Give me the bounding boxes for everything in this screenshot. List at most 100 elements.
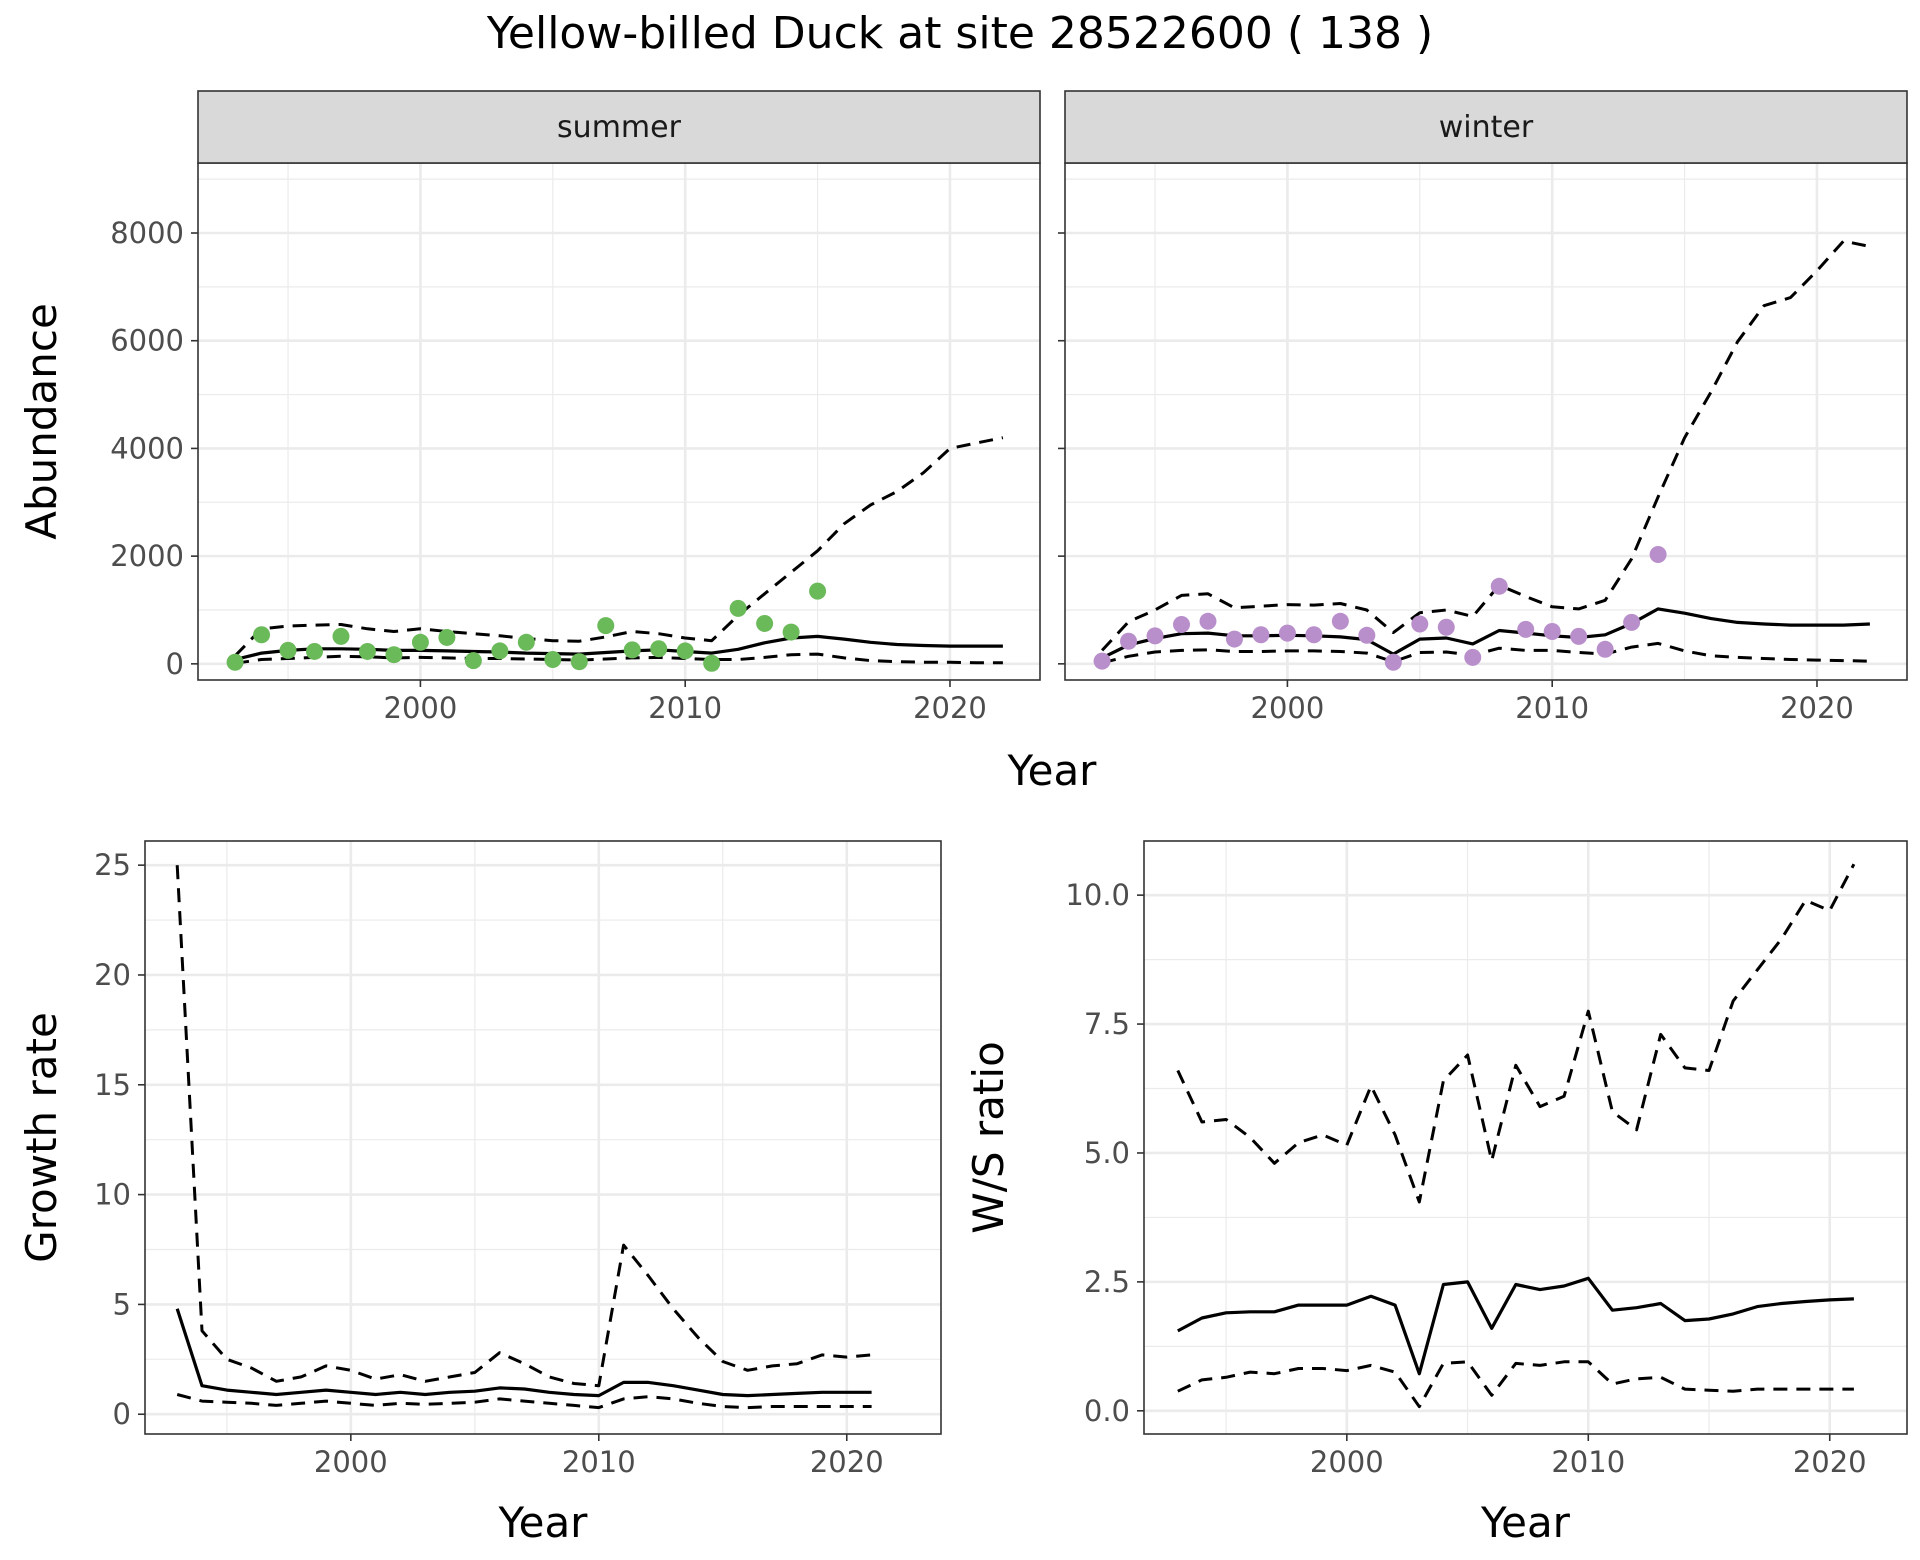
ratio-y-tick-label: 10.0 [1065, 878, 1130, 912]
ratio-y-tick-label: 5.0 [1084, 1136, 1130, 1170]
winter-observed-point [1278, 624, 1296, 642]
winter-observed-point [1331, 612, 1349, 630]
winter-x-tick-label: 2020 [1780, 691, 1854, 725]
winter-x-tick-label: 2000 [1251, 691, 1325, 725]
ratio-lower-line [1177, 1360, 1854, 1409]
winter-observed-point [1146, 627, 1164, 645]
ratio-y-tick-label: 2.5 [1084, 1265, 1130, 1299]
winter-x-tick-label: 2010 [1515, 691, 1589, 725]
winter-observed-point [1437, 618, 1455, 636]
ratio-x-tick-label: 2000 [1310, 1445, 1384, 1479]
ratio-x-tick-label: 2010 [1551, 1445, 1625, 1479]
summer-observed-point [809, 582, 827, 600]
summer-observed-point [650, 640, 668, 658]
summer-y-tick-label: 4000 [110, 431, 184, 465]
winter-lower-line [1101, 641, 1870, 665]
growth-x-tick-label: 2020 [810, 1445, 884, 1479]
summer-panel-bg [198, 163, 1040, 680]
summer-y-tick-label: 8000 [110, 216, 184, 250]
summer-y-tick-label: 2000 [110, 539, 184, 573]
winter-observed-point [1252, 626, 1270, 644]
ratio-y-axis-title: W/S ratio [964, 1041, 1013, 1234]
summer-observed-point [517, 633, 535, 651]
ratio-upper-line [1176, 863, 1856, 1204]
summer-observed-point [464, 652, 482, 670]
summer-observed-point [623, 641, 641, 659]
summer-observed-point [703, 654, 721, 672]
winter-strip-label: winter [1439, 110, 1534, 145]
winter-observed-point [1173, 616, 1191, 634]
summer-observed-point [729, 599, 747, 617]
abundance-x-axis-title: Year [1007, 746, 1098, 795]
ratio-y-tick-label: 7.5 [1084, 1007, 1130, 1041]
summer-observed-point [570, 653, 588, 671]
ratio-panel-border [1143, 840, 1908, 1435]
winter-observed-point [1490, 577, 1508, 595]
summer-y-tick-label: 6000 [110, 324, 184, 358]
summer-y-tick-label: 0 [166, 647, 184, 681]
growth-y-tick-label: 25 [94, 848, 131, 882]
growth-y-axis-title: Growth rate [17, 1012, 66, 1263]
winter-strip [1064, 90, 1908, 164]
ratio-estimate-line [1177, 1276, 1854, 1376]
abundance-y-axis-title: Abundance [17, 303, 66, 540]
summer-strip [197, 90, 1041, 164]
summer-upper-line [234, 436, 1004, 657]
growth-x-axis-title: Year [498, 1498, 589, 1547]
summer-observed-point [385, 646, 403, 664]
winter-observed-point [1093, 652, 1111, 670]
growth-lower-line [176, 1393, 872, 1410]
winter-observed-point [1543, 623, 1561, 641]
summer-observed-point [306, 642, 324, 660]
growth-y-tick-label: 5 [113, 1287, 131, 1321]
winter-observed-point [1464, 648, 1482, 666]
winter-observed-point [1596, 640, 1614, 658]
summer-observed-point [676, 642, 694, 660]
winter-panel-bg [1065, 163, 1907, 680]
summer-observed-point [411, 633, 429, 651]
winter-observed-point [1517, 620, 1535, 638]
summer-x-tick-label: 2020 [913, 691, 987, 725]
summer-strip-label: summer [557, 110, 682, 145]
summer-x-tick-label: 2000 [384, 691, 458, 725]
summer-observed-point [782, 623, 800, 641]
ratio-x-tick-label: 2020 [1793, 1445, 1867, 1479]
growth-x-tick-label: 2010 [562, 1445, 636, 1479]
summer-observed-point [544, 651, 562, 669]
ratio-x-axis-title: Year [1480, 1498, 1571, 1547]
winter-observed-point [1305, 626, 1323, 644]
ratio-y-tick-label: 0.0 [1084, 1394, 1130, 1428]
growth-y-tick-label: 20 [94, 958, 131, 992]
summer-observed-point [332, 627, 350, 645]
growth-panel-border [144, 840, 942, 1435]
summer-observed-point [358, 642, 376, 660]
growth-y-tick-label: 15 [94, 1068, 131, 1102]
summer-observed-point [253, 626, 271, 644]
winter-observed-point [1199, 612, 1217, 630]
summer-observed-point [756, 614, 774, 632]
summer-observed-point [279, 641, 297, 659]
growth-upper-line [175, 865, 872, 1388]
winter-observed-point [1384, 653, 1402, 671]
growth-y-tick-label: 0 [113, 1397, 131, 1431]
figure-title: Yellow-billed Duck at site 28522600 ( 13… [486, 8, 1433, 59]
summer-observed-point [438, 628, 456, 646]
winter-observed-point [1411, 615, 1429, 633]
growth-estimate-line [175, 1308, 872, 1398]
summer-observed-point [226, 653, 244, 671]
summer-observed-point [597, 617, 615, 635]
growth-y-tick-label: 10 [94, 1178, 131, 1212]
growth-x-tick-label: 2000 [314, 1445, 388, 1479]
winter-observed-point [1358, 626, 1376, 644]
winter-observed-point [1623, 613, 1641, 631]
summer-observed-point [491, 642, 509, 660]
winter-observed-point [1649, 546, 1667, 564]
winter-upper-line [1100, 239, 1871, 652]
ratio-panel-bg [1144, 841, 1907, 1434]
growth-panel-bg [145, 841, 941, 1434]
winter-observed-point [1120, 632, 1138, 650]
winter-observed-point [1570, 627, 1588, 645]
winter-observed-point [1225, 630, 1243, 648]
